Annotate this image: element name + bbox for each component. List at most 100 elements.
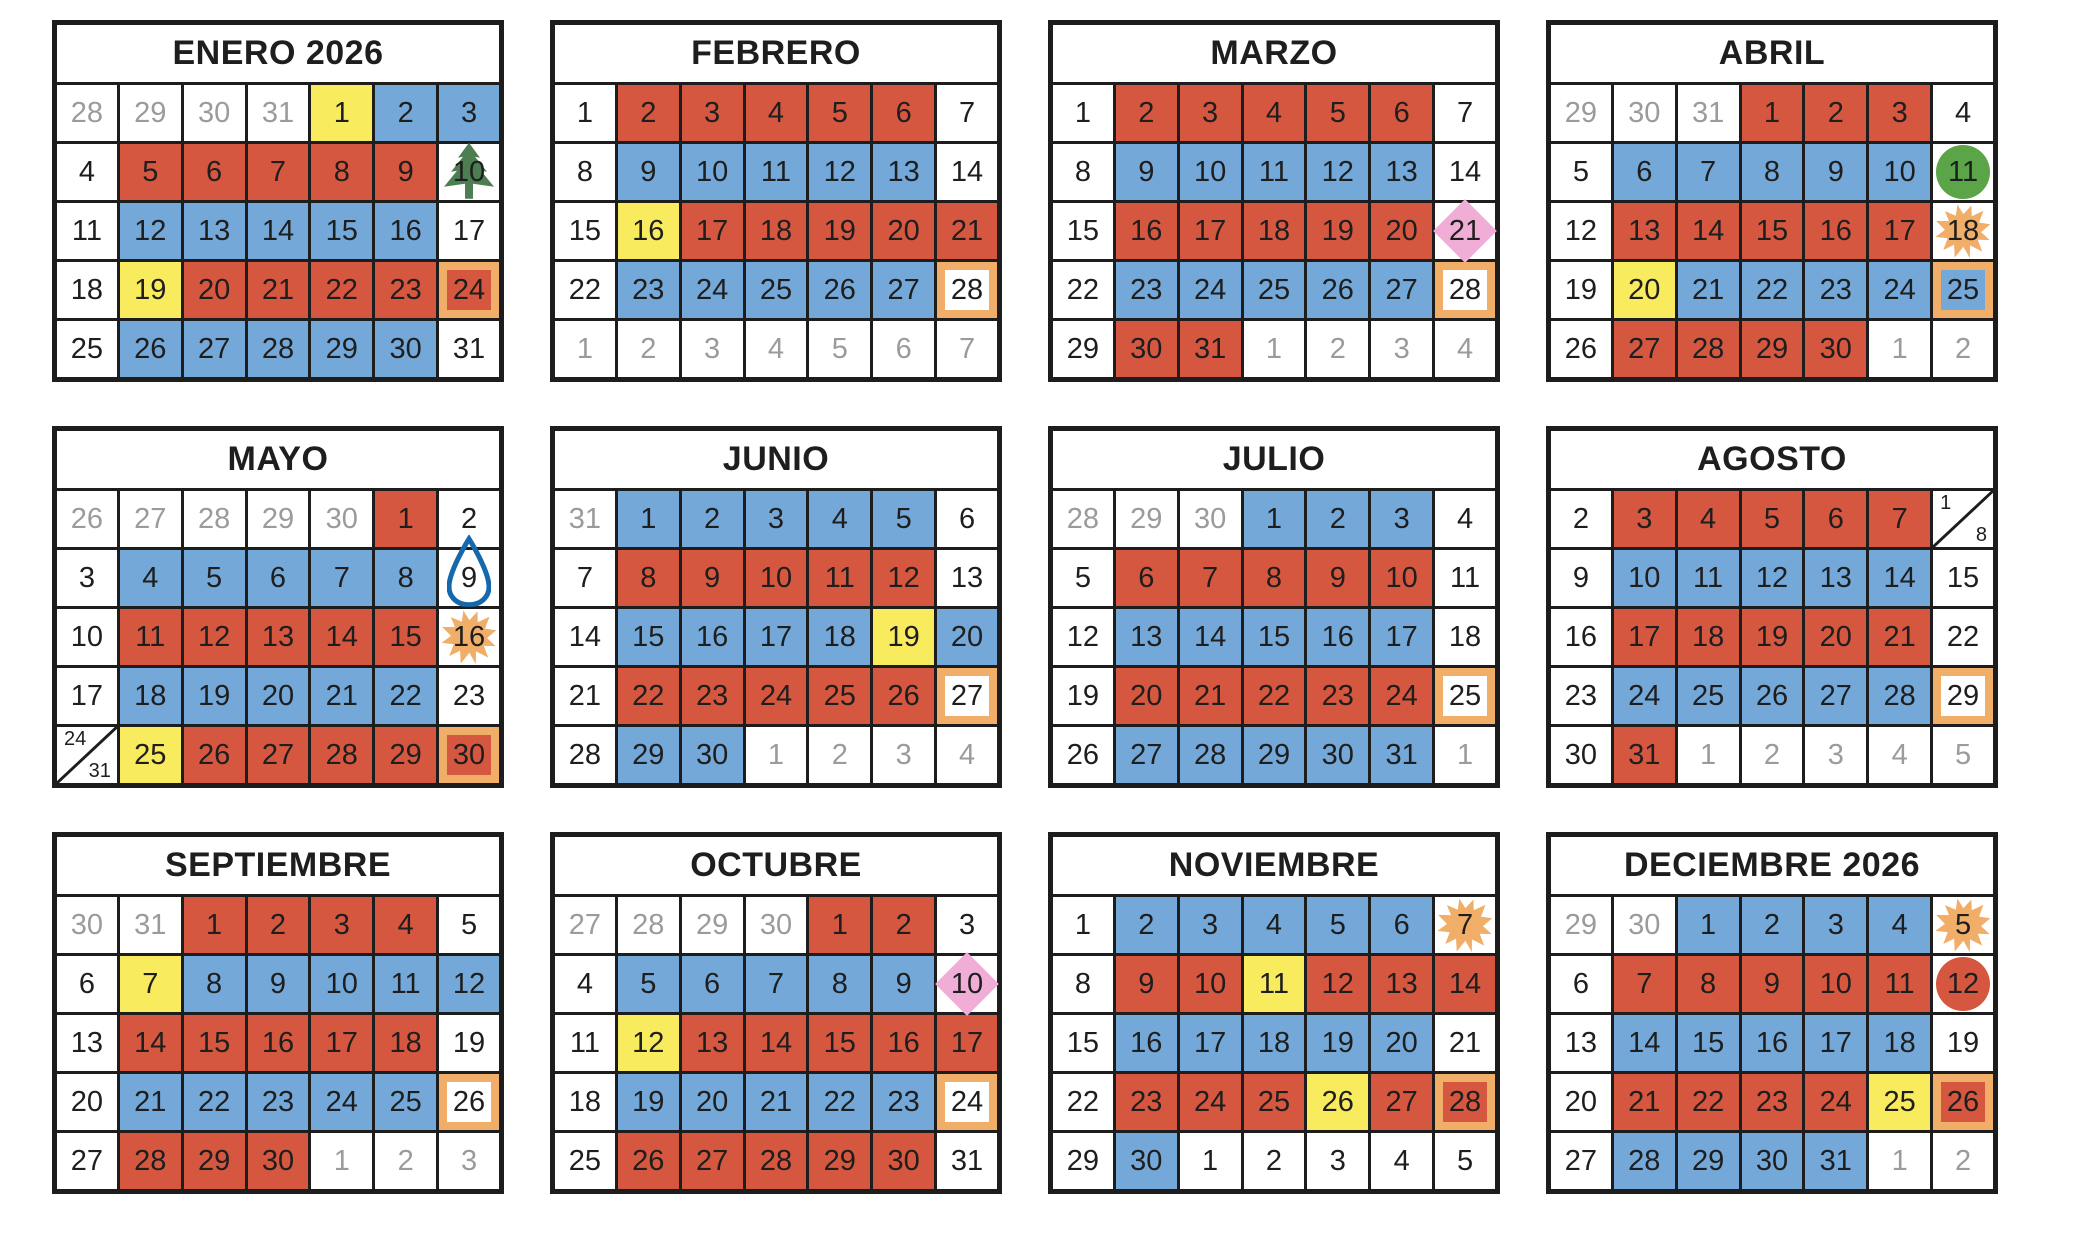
day-number: 19 <box>887 620 920 653</box>
day-cell: 4 <box>1240 894 1308 956</box>
day-cell: 27 <box>180 318 248 381</box>
day-number: 26 <box>1321 273 1354 306</box>
day-number: 26 <box>70 502 104 535</box>
day-cell: 14 <box>1610 1012 1678 1074</box>
day-number: 27 <box>261 738 295 771</box>
day-number: 1 <box>576 96 593 129</box>
day-number: 2 <box>1954 1144 1972 1177</box>
day-number: 22 <box>1691 1085 1725 1118</box>
day-number: 1 <box>1940 492 1952 514</box>
day-cell-orange-ring: 26 <box>1930 1071 1997 1133</box>
day-cell: 30 <box>180 82 248 144</box>
day-cell: 5 <box>614 953 682 1015</box>
day-number: 30 <box>1193 502 1227 535</box>
day-cell: 19 <box>870 606 938 668</box>
day-number: 29 <box>261 502 295 535</box>
day-cell: 8 <box>551 141 618 203</box>
day-cell: 17 <box>742 606 810 668</box>
day-number: 27 <box>70 1144 104 1177</box>
day-cell: 1 <box>1240 318 1308 381</box>
month-calendar-noviembre: NOVIEMBRE 1 2 3 4 5 6 7 8 9 10 11 12 13 14 15 16 17 18 19 20… <box>1048 832 1500 1194</box>
day-number: 31 <box>568 502 602 535</box>
day-cell: 1 <box>551 318 618 381</box>
day-number: 29 <box>197 1144 231 1177</box>
day-cell: 27 <box>678 1130 746 1193</box>
day-cell: 2 <box>1738 724 1806 787</box>
month-title: JULIO <box>1049 427 1499 491</box>
day-cell-orange-ring: 25 <box>1432 665 1499 727</box>
day-cell: 30 <box>308 488 376 550</box>
day-number: 6 <box>958 502 976 535</box>
day-number: 8 <box>576 155 593 188</box>
day-number: 5 <box>1456 1144 1474 1177</box>
day-cell: 3 <box>1176 82 1244 144</box>
day-cell: 14 <box>742 1012 810 1074</box>
day-cell: 13 <box>934 547 1001 609</box>
month-title: NOVIEMBRE <box>1049 833 1499 897</box>
day-cell: 28 <box>551 724 618 787</box>
day-number: 17 <box>950 1026 984 1059</box>
day-cell: 9 <box>1304 547 1372 609</box>
day-cell: 31 <box>436 318 503 381</box>
day-cell: 6 <box>180 141 248 203</box>
day-number: 5 <box>1954 738 1972 771</box>
day-cell: 18 <box>551 1071 618 1133</box>
day-number: 26 <box>632 1144 665 1177</box>
day-number: 29 <box>1946 679 1980 712</box>
day-cell: 1 <box>372 488 440 550</box>
day-number: 8 <box>1700 967 1717 1000</box>
day-cell: 15 <box>551 200 618 262</box>
day-cell: 18 <box>1866 1012 1934 1074</box>
day-number: 1 <box>576 332 593 365</box>
day-number: 9 <box>1572 561 1589 594</box>
day-number: 18 <box>1257 214 1291 247</box>
day-number: 26 <box>1946 1085 1980 1118</box>
day-cell: 4 <box>372 894 440 956</box>
day-number: 31 <box>261 96 295 129</box>
day-cell: 2 <box>1738 894 1806 956</box>
day-cell: 20 <box>180 259 248 321</box>
day-number: 7 <box>142 967 159 1000</box>
day-number: 2 <box>1138 96 1155 129</box>
day-number: 10 <box>1385 561 1418 594</box>
day-cell: 2 <box>372 1130 440 1193</box>
day-number: 30 <box>1130 332 1163 365</box>
day-number: 28 <box>568 738 602 771</box>
day-cell: 5 <box>180 547 248 609</box>
day-cell: 18 <box>1240 1012 1308 1074</box>
day-number: 11 <box>1258 967 1289 1000</box>
day-cell: 12 <box>1547 200 1614 262</box>
day-number: 20 <box>1628 273 1661 306</box>
day-cell: 5 <box>1304 82 1372 144</box>
day-number: 18 <box>70 273 104 306</box>
day-number: 30 <box>759 908 793 941</box>
day-cell: 3 <box>678 82 746 144</box>
day-cell: 5 <box>806 82 874 144</box>
day-cell: 29 <box>116 82 184 144</box>
month-calendar-febrero: FEBRERO 1 2 3 4 5 6 7 8 9 10 11 12 13 14 15 16 17 18 19 20 21… <box>550 20 1002 382</box>
month-calendar-octubre: OCTUBRE 27 28 29 30 1 2 3 4 5 6 7 8 9 10 11 12 13 14 15 16 17… <box>550 832 1002 1194</box>
day-number: 11 <box>1947 155 1979 188</box>
day-number: 23 <box>632 273 665 306</box>
day-number: 2 <box>1329 502 1346 535</box>
day-number: 3 <box>460 96 478 129</box>
day-cell: 1 <box>614 488 682 550</box>
day-cell: 29 <box>806 1130 874 1193</box>
day-number: 10 <box>452 155 486 188</box>
day-cell: 18 <box>372 1012 440 1074</box>
day-cell: 1 <box>1176 1130 1244 1193</box>
day-number: 27 <box>950 679 984 712</box>
day-number: 25 <box>568 1144 602 1177</box>
day-cell: 24 <box>678 259 746 321</box>
month-calendar-junio: JUNIO 31 1 2 3 4 5 6 7 8 9 10 11 12 13 14 15 16 17 18 19 20 21… <box>550 426 1002 788</box>
day-number: 28 <box>197 502 231 535</box>
day-number: 3 <box>895 738 912 771</box>
day-number: 24 <box>759 679 793 712</box>
day-cell: 14 <box>1176 606 1244 668</box>
day-number: 7 <box>958 96 976 129</box>
day-number: 25 <box>134 738 167 771</box>
day-cell: 15 <box>308 200 376 262</box>
day-number: 4 <box>1954 96 1972 129</box>
day-cell: 22 <box>614 665 682 727</box>
